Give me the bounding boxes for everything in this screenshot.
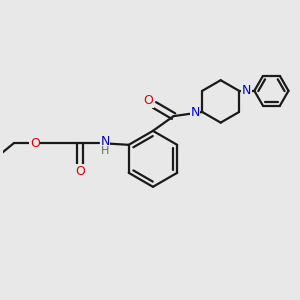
Text: N: N <box>190 106 200 118</box>
Text: N: N <box>242 84 251 97</box>
Text: O: O <box>30 137 40 150</box>
Text: N: N <box>100 135 110 148</box>
Text: O: O <box>143 94 153 107</box>
Text: O: O <box>75 165 85 178</box>
Text: H: H <box>100 146 109 156</box>
